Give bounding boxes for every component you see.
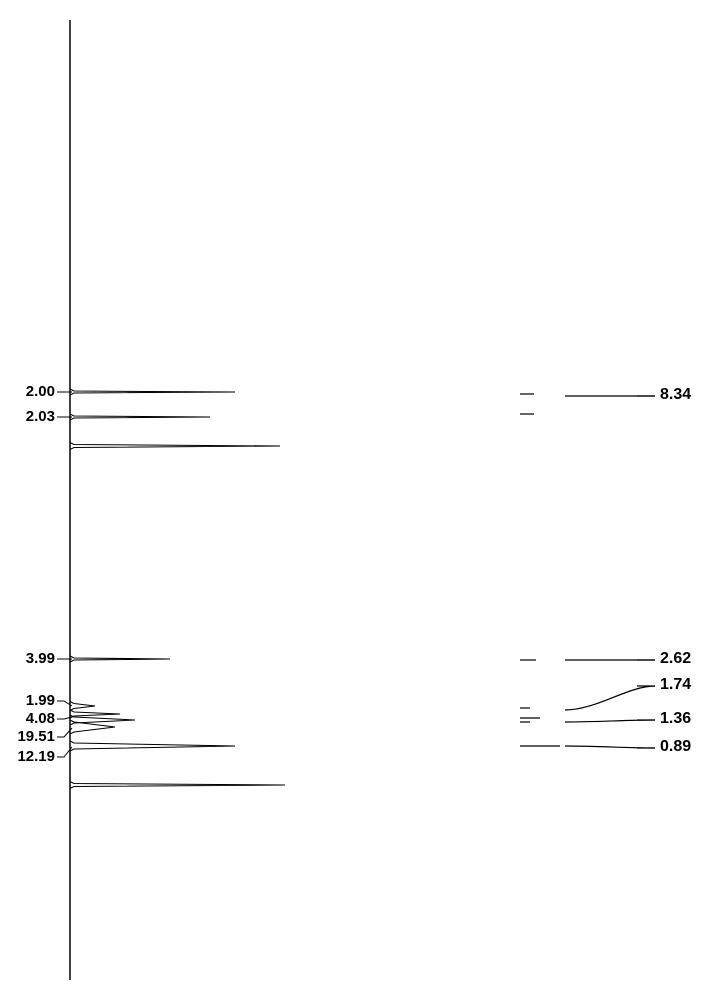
integral-label: 4.08 xyxy=(26,710,55,727)
integral-label: 12.19 xyxy=(17,748,55,765)
integral-label: 3.99 xyxy=(26,650,55,667)
spectrum-svg xyxy=(0,0,716,1000)
integral-label: 1.99 xyxy=(26,692,55,709)
integral-label: 19.51 xyxy=(17,728,55,745)
nmr-spectrum-chart: 2.00 2.03 3.99 1.994.0819.51 12.19 8.34 2.62 1.… xyxy=(0,0,716,1000)
ppm-label: 1.36 xyxy=(660,710,691,728)
ppm-label: 2.62 xyxy=(660,650,691,668)
integral-label: 2.00 xyxy=(26,383,55,400)
ppm-label: 1.74 xyxy=(660,676,691,694)
integral-label: 2.03 xyxy=(26,408,55,425)
ppm-label: 8.34 xyxy=(660,386,691,404)
ppm-label: 0.89 xyxy=(660,738,691,756)
